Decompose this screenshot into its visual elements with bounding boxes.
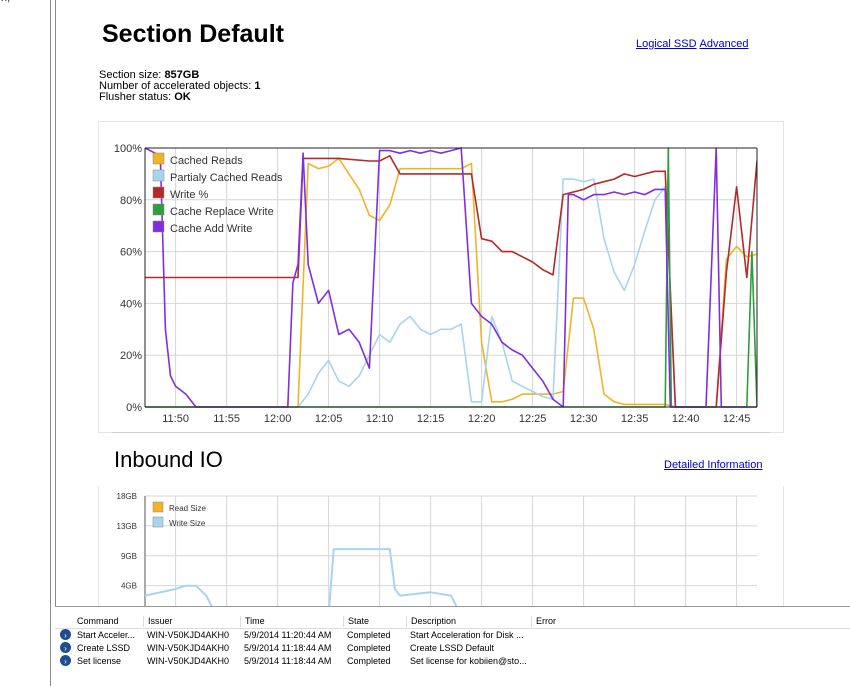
x-tick-label: 12:45 [723, 413, 751, 425]
inbound-chart-panel: 18GB 13GB 9GB 4GB Read Size Write Size [98, 486, 784, 606]
issuer-cell: WIN-V50KJD4AKH0 [147, 630, 230, 640]
flusher-value: OK [174, 91, 191, 103]
y-tick-label: 13GB [117, 522, 137, 531]
x-tick-label: 12:30 [570, 413, 598, 425]
y-tick-label: 0% [126, 402, 142, 414]
legend-label-cache-add-write: Cache Add Write [170, 223, 252, 235]
x-tick-label: 12:25 [519, 413, 547, 425]
legend-label-partialy-cached-reads: Partialy Cached Reads [170, 172, 283, 184]
x-tick-label: 11:50 [162, 413, 189, 425]
section-divider [112, 432, 770, 433]
legend-label-read-size: Read Size [169, 504, 206, 513]
x-tick-label: 12:05 [315, 413, 343, 425]
legend-swatch-read-size [152, 501, 164, 513]
command-table-header: Command Issuer Time State Description Er… [55, 616, 850, 629]
col-error[interactable]: Error [531, 616, 836, 627]
state-cell: Completed [347, 656, 391, 666]
time-cell: 5/9/2014 11:18:44 AM [244, 656, 332, 666]
flusher-label: Flusher status: [99, 91, 172, 103]
left-pane: h, [0, 0, 50, 686]
legend-swatch-partialy-cached-reads [152, 169, 165, 182]
chart-legend: Read Size Write Size [152, 501, 206, 528]
issuer-cell: WIN-V50KJD4AKH0 [147, 656, 230, 666]
series-line-cached-reads [145, 157, 757, 408]
legend-label-write: Write % [170, 189, 209, 201]
series-line-write-size [144, 548, 458, 606]
section-info: Section size: 857GB Number of accelerate… [99, 70, 260, 103]
legend-label-cache-replace-write: Cache Replace Write [170, 206, 274, 218]
col-state[interactable]: State [343, 616, 408, 627]
command-row[interactable]: › Set license WIN-V50KJD4AKH0 5/9/2014 1… [55, 655, 850, 668]
command-arrow-icon: › [60, 629, 71, 640]
page-title: Section Default [102, 20, 284, 48]
legend-swatch-cache-replace-write [152, 203, 165, 216]
legend-swatch-write-size [152, 516, 164, 528]
command-arrow-icon: › [60, 655, 71, 666]
inbound-io-title: Inbound IO [114, 447, 223, 472]
y-tick-label: 9GB [121, 552, 137, 561]
x-tick-label: 12:15 [417, 413, 445, 425]
size-label: Section size: [99, 69, 162, 81]
inbound-chart: 18GB 13GB 9GB 4GB Read Size Write Size [117, 492, 783, 606]
x-tick-label: 12:10 [366, 413, 394, 425]
command-cell: Set license [77, 656, 122, 666]
description-cell: Set license for kobiien@sto... [410, 656, 527, 666]
series-line-read-size [145, 549, 783, 606]
command-pane: Command Issuer Time State Description Er… [55, 606, 850, 687]
top-links: Logical SSD Advanced [636, 38, 748, 50]
cache-chart-panel: 100% 80% 60% 40% 20% 0% 11:50 11:55 12:00 12:05 12… [98, 121, 784, 433]
y-tick-label: 60% [120, 247, 142, 259]
issuer-cell: WIN-V50KJD4AKH0 [147, 643, 230, 653]
objects-value: 1 [254, 80, 261, 92]
frame-border [50, 0, 51, 686]
frame-splitter[interactable] [55, 0, 56, 686]
y-tick-label: 20% [120, 350, 142, 362]
series-line-cache-add-write [145, 147, 757, 408]
legend-swatch-cached-reads [152, 152, 165, 165]
col-time[interactable]: Time [240, 616, 343, 627]
x-tick-label: 12:35 [621, 413, 649, 425]
detailed-information-link[interactable]: Detailed Information [664, 459, 763, 471]
x-tick-label: 12:40 [672, 413, 700, 425]
objects-label: Number of accelerated objects: [99, 80, 252, 92]
x-tick-label: 11:55 [213, 413, 240, 425]
y-tick-label: 4GB [121, 582, 137, 591]
cache-chart: 100% 80% 60% 40% 20% 0% 11:50 11:55 12:00 12:05 12… [114, 143, 758, 425]
description-cell: Start Acceleration for Disk ... [410, 630, 524, 640]
col-command[interactable]: Command [77, 616, 119, 626]
legend-label-cached-reads: Cached Reads [170, 155, 243, 167]
time-cell: 5/9/2014 11:20:44 AM [244, 630, 332, 640]
state-cell: Completed [347, 630, 391, 640]
y-tick-label: 40% [120, 298, 142, 310]
corner-text: h, [1, 0, 10, 4]
command-cell: Create LSSD [77, 643, 131, 653]
command-row[interactable]: › Create LSSD WIN-V50KJD4AKH0 5/9/2014 1… [55, 642, 850, 655]
legend-swatch-write [152, 186, 165, 199]
col-issuer[interactable]: Issuer [143, 616, 240, 627]
x-tick-label: 12:20 [468, 413, 496, 425]
command-arrow-icon: › [60, 642, 71, 653]
y-tick-label: 100% [114, 143, 142, 155]
y-tick-label: 18GB [117, 492, 137, 501]
description-cell: Create LSSD Default [410, 643, 495, 653]
logical-ssd-link[interactable]: Logical SSD [636, 38, 697, 50]
chart-legend: Cached Reads Partialy Cached Reads Write %… [152, 152, 283, 235]
y-tick-label: 80% [120, 195, 142, 207]
command-cell: Start Acceler... [77, 630, 136, 640]
size-value: 857GB [164, 69, 200, 81]
time-cell: 5/9/2014 11:18:44 AM [244, 643, 332, 653]
command-row[interactable]: › Start Acceler... WIN-V50KJD4AKH0 5/9/2… [55, 629, 850, 642]
x-tick-label: 12:00 [264, 413, 292, 425]
legend-swatch-cache-add-write [152, 220, 165, 233]
state-cell: Completed [347, 643, 391, 653]
legend-label-write-size: Write Size [169, 519, 206, 528]
col-description[interactable]: Description [406, 616, 533, 627]
advanced-link[interactable]: Advanced [699, 38, 749, 50]
